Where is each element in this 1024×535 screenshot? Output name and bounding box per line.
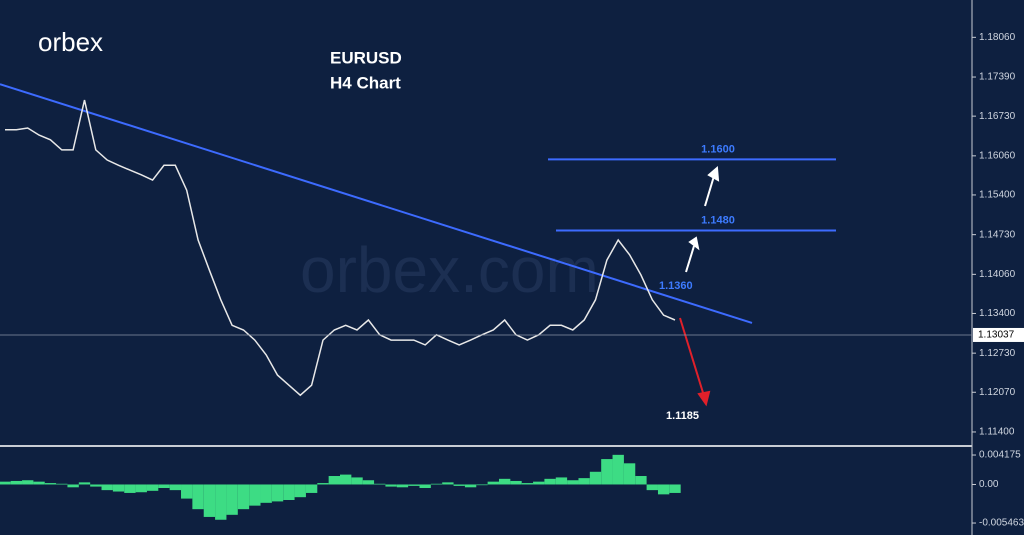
y-tick-label: 1.14730 <box>979 229 1016 240</box>
oscillator-bar <box>657 484 670 495</box>
oscillator-bar <box>283 484 295 501</box>
oscillator-bar <box>328 476 340 485</box>
last-price-box <box>973 327 1024 342</box>
y-tick-label: 1.18060 <box>979 32 1016 43</box>
oscillator-bar <box>10 480 23 485</box>
oscillator-bar <box>419 484 431 489</box>
oscillator-bar <box>237 484 250 510</box>
oscillator-bar <box>169 484 182 491</box>
oscillator-bar <box>90 484 102 487</box>
level-label: 1.1600 <box>701 143 735 155</box>
oscillator-bar <box>67 484 79 488</box>
oscillator-bar <box>317 483 329 485</box>
level-label: 1.1480 <box>701 214 735 226</box>
last-price-label: 1.13037 <box>978 330 1015 341</box>
oscillator-bar <box>249 484 261 506</box>
y-tick-label: 1.13400 <box>979 308 1016 319</box>
oscillator-bar <box>124 484 136 493</box>
oscillator-bar <box>646 484 658 491</box>
oscillator-bar <box>498 478 511 485</box>
oscillator-bar <box>510 480 522 485</box>
oscillator-bar <box>203 484 216 517</box>
oscillator-bar <box>192 484 204 510</box>
y-tick-label: 1.17390 <box>979 72 1016 83</box>
oscillator-bar <box>0 481 11 485</box>
oscillator-bar <box>430 483 443 485</box>
oscillator-bar <box>158 484 170 489</box>
oscillator-bar <box>544 478 556 485</box>
oscillator-bar <box>294 484 306 498</box>
oscillator-bar <box>476 484 488 486</box>
arrow-down <box>679 317 711 407</box>
oscillator-bar <box>612 454 624 485</box>
oscillator-bar <box>101 484 113 491</box>
chart-subtitle: H4 Chart <box>330 73 401 92</box>
oscillator-bar <box>521 483 534 485</box>
watermark: orbex.com <box>300 234 599 306</box>
oscillator-bar <box>78 482 91 485</box>
price-line <box>5 99 676 397</box>
y-tick-label: 1.11400 <box>979 427 1015 438</box>
oscillator-bar <box>56 483 68 485</box>
oscillator-bar <box>146 484 159 491</box>
y-tick-label: 1.12070 <box>979 387 1016 398</box>
annotation: 1.1185 <box>666 410 699 422</box>
oscillator-bar <box>464 484 477 488</box>
oscillator-bar <box>669 484 681 493</box>
y-tick-label: 1.16060 <box>979 150 1016 161</box>
oscillator-bar <box>305 484 318 493</box>
oscillator-bar <box>385 484 397 487</box>
oscillator-bar <box>112 484 125 492</box>
oscillator-bar <box>260 484 272 503</box>
oscillator-bar <box>555 477 568 485</box>
arrows <box>685 165 720 273</box>
y-tick-label: 1.12730 <box>979 348 1016 359</box>
trendline <box>0 83 753 324</box>
oscillator-bar <box>487 481 499 485</box>
oscillator-bar <box>181 484 193 499</box>
oscillator-bar <box>44 483 57 485</box>
oscillator-bar <box>22 480 34 485</box>
y-tick-label: 1.14060 <box>979 269 1016 280</box>
oscillator-bar <box>351 477 363 485</box>
oscillator-bar <box>408 484 420 486</box>
oscillator-bar <box>453 484 465 486</box>
annotation: 1.1360 <box>659 280 693 292</box>
oscillator-bar <box>589 471 602 485</box>
oscillator-bar <box>362 480 375 485</box>
chart-title: EURUSD <box>330 48 402 67</box>
y-tick-label: 0.004175 <box>979 450 1021 461</box>
y-tick-label: 1.15400 <box>979 190 1016 201</box>
oscillator-bar <box>374 483 386 485</box>
oscillator-bar <box>442 482 454 485</box>
oscillator-bar <box>226 484 238 515</box>
oscillator-bar <box>533 481 545 485</box>
y-tick-label: 0.00 <box>979 479 999 490</box>
oscillator-bar <box>635 476 647 485</box>
oscillator-bar <box>601 459 613 485</box>
oscillator-bar <box>623 463 636 485</box>
oscillator-bar <box>578 478 590 485</box>
logo: orbex <box>38 27 103 57</box>
oscillator-bar <box>215 484 227 520</box>
oscillator-bar <box>271 484 284 502</box>
oscillator-bar <box>33 481 45 485</box>
y-tick-label: -0.005463 <box>979 518 1024 529</box>
oscillator-bar <box>340 474 352 485</box>
oscillator-bar <box>135 484 147 493</box>
y-tick-label: 1.16730 <box>979 111 1016 122</box>
oscillator-bar <box>567 480 579 485</box>
oscillator-bar <box>396 484 409 488</box>
